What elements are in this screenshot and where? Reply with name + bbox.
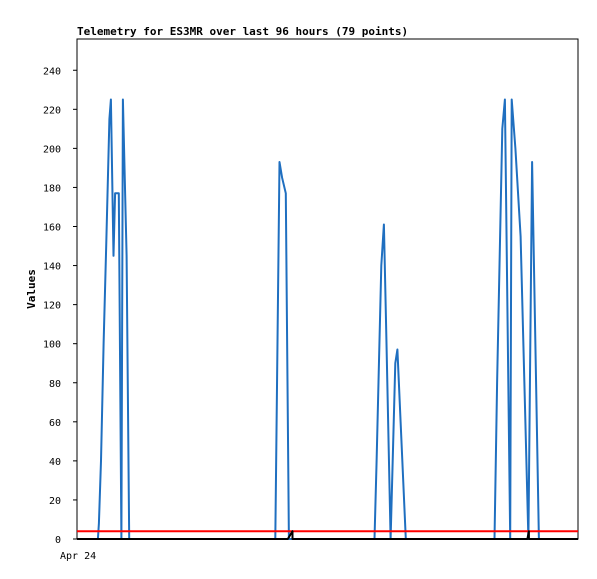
y-tick-label: 200 xyxy=(43,144,61,155)
y-tick-label: 160 xyxy=(43,223,61,234)
y-tick-label: 140 xyxy=(43,262,61,273)
y-tick-label: 80 xyxy=(49,379,61,390)
y-axis: 0 20 40 60 80 100 120 140 160 180 200 220 240 xyxy=(43,66,77,546)
series-layer xyxy=(77,98,578,540)
y-tick-label: 220 xyxy=(43,105,61,116)
y-tick-label: 120 xyxy=(43,301,61,312)
y-tick-label: 20 xyxy=(49,496,61,507)
y-tick-label: 180 xyxy=(43,183,61,194)
y-tick-label: 100 xyxy=(43,340,61,351)
x-tick-label: Apr 24 xyxy=(60,551,96,562)
y-tick-label: 240 xyxy=(43,66,61,77)
x-axis: Apr 24 xyxy=(60,551,96,562)
plot-area xyxy=(76,38,579,540)
y-tick-label: 0 xyxy=(55,535,61,546)
baseline-series-line-black xyxy=(77,530,578,540)
y-tick-label: 60 xyxy=(49,418,61,429)
y-axis-label: Values xyxy=(25,269,38,309)
chart-title: Telemetry for ES3MR over last 96 hours (… xyxy=(77,25,408,38)
y-tick-label: 40 xyxy=(49,457,61,468)
